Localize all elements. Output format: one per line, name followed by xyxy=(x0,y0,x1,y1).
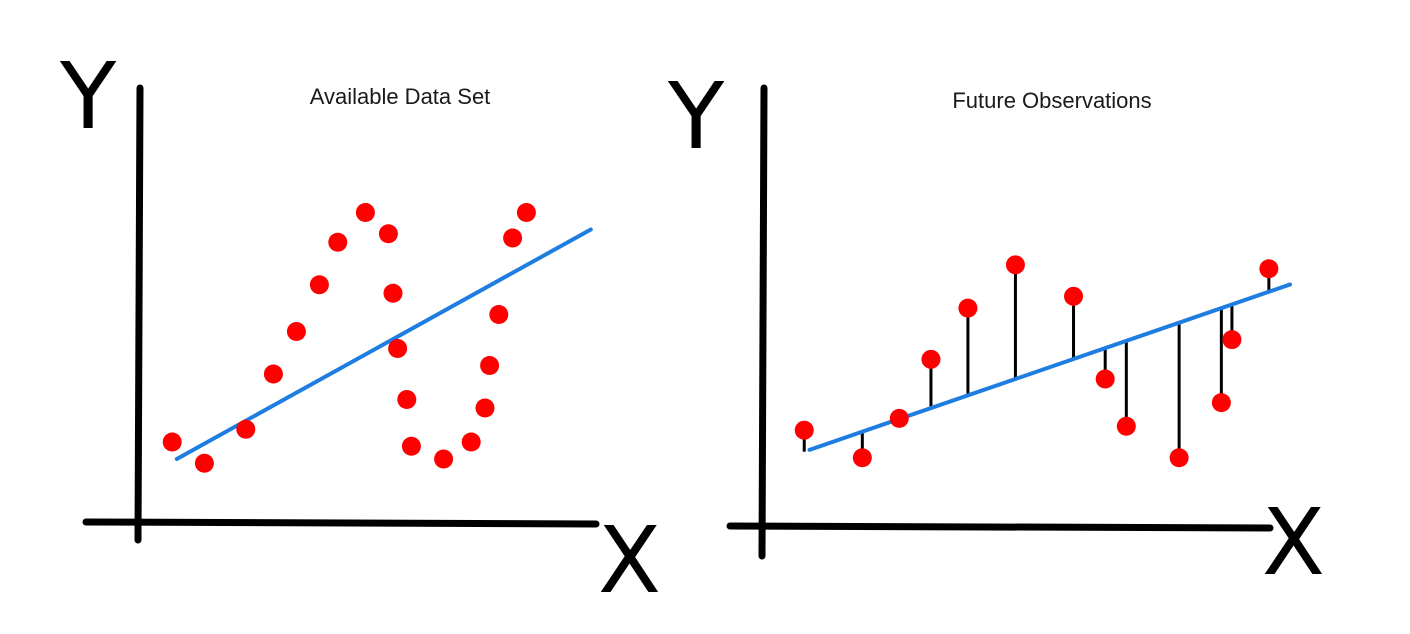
data-point xyxy=(383,283,403,303)
data-point xyxy=(480,356,500,375)
data-point xyxy=(1222,330,1242,350)
data-point xyxy=(475,398,495,418)
data-point xyxy=(1211,393,1231,413)
data-point xyxy=(355,203,375,222)
panel-title-available: Available Data Set xyxy=(310,84,491,109)
data-point xyxy=(1064,286,1084,306)
x-axis-letter: X xyxy=(598,507,661,614)
data-point xyxy=(794,420,814,440)
data-point xyxy=(1116,416,1136,436)
x-axis-line xyxy=(82,518,600,528)
y-axis-line xyxy=(134,84,144,544)
data-point xyxy=(194,453,214,473)
regression-line xyxy=(807,282,1292,452)
data-point xyxy=(286,322,306,341)
future-observations-panel: Future Observations Y X xyxy=(667,63,1325,596)
plot-area-available xyxy=(162,203,593,473)
data-point xyxy=(503,228,523,248)
data-point xyxy=(921,349,941,369)
x-axis-line xyxy=(726,522,1274,532)
data-point xyxy=(378,224,398,244)
data-point xyxy=(162,432,182,452)
y-axis-letter: Y xyxy=(667,63,725,170)
plot-area-future xyxy=(794,255,1292,468)
data-point xyxy=(958,298,978,318)
data-point xyxy=(388,339,408,358)
data-point xyxy=(236,419,256,439)
data-point xyxy=(401,436,421,456)
panel-title-future: Future Observations xyxy=(952,88,1151,113)
y-axis-letter: Y xyxy=(59,43,117,150)
data-point xyxy=(434,449,454,469)
data-point xyxy=(397,390,417,409)
data-point xyxy=(461,432,481,452)
data-point xyxy=(1095,369,1115,389)
data-point xyxy=(852,448,872,468)
x-axis-letter: X xyxy=(1262,489,1325,596)
data-point xyxy=(516,203,536,222)
data-point xyxy=(1169,448,1189,468)
data-point xyxy=(1005,255,1025,275)
data-point xyxy=(309,275,329,295)
available-data-panel: Available Data Set Y X xyxy=(59,43,661,614)
data-point xyxy=(263,364,283,384)
data-point xyxy=(1259,259,1279,279)
data-point xyxy=(889,408,909,428)
y-axis-line xyxy=(758,84,768,560)
data-point xyxy=(489,305,509,324)
data-point xyxy=(328,232,348,252)
